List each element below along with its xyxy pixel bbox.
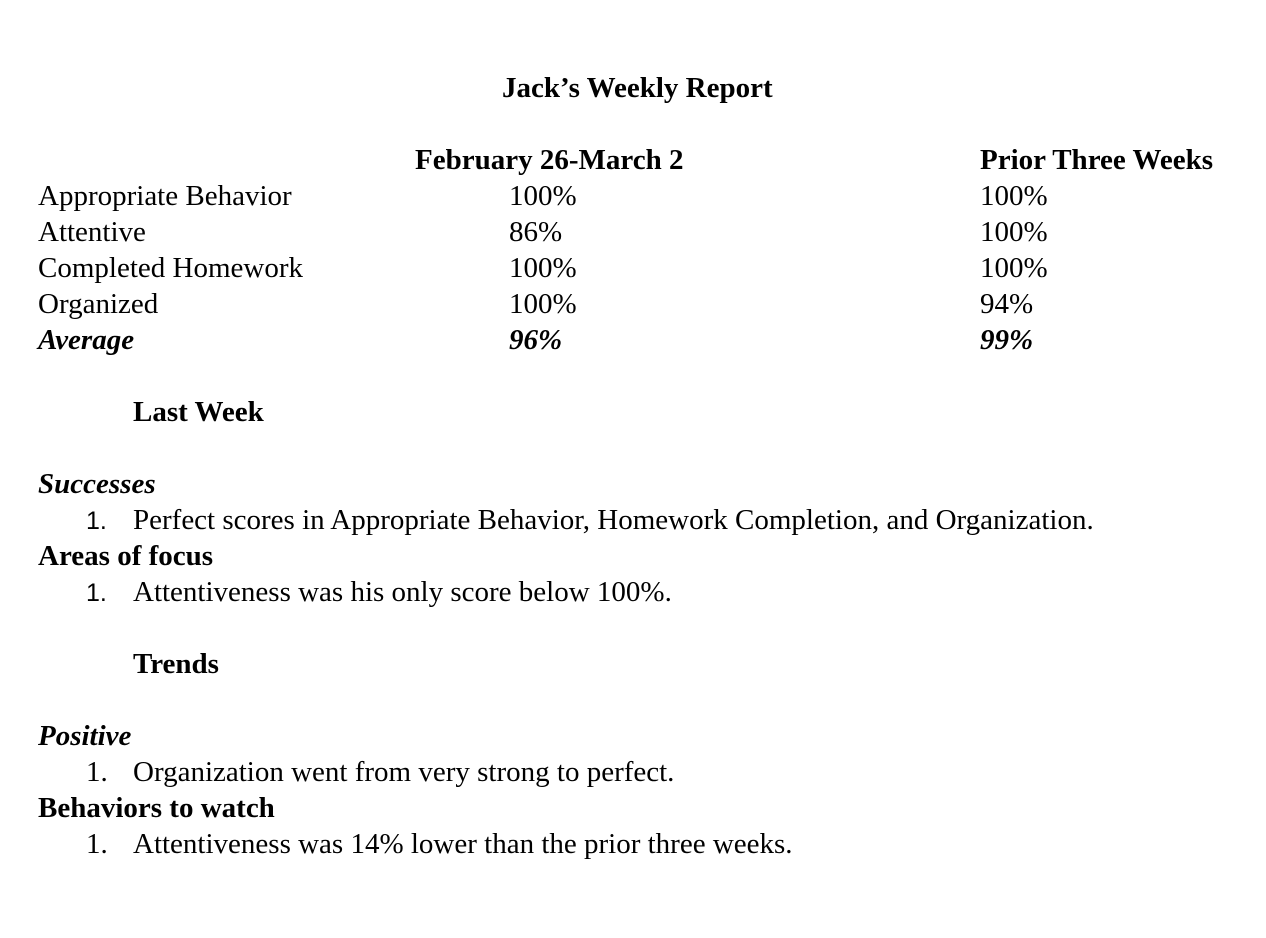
list-item-text: Attentiveness was his only score below 1… [133, 576, 672, 608]
metric-label: Completed Homework [38, 252, 303, 284]
metric-prior-value: 94% [980, 288, 1034, 320]
trends-heading: Trends [133, 648, 219, 680]
metric-current-value: 86% [509, 216, 563, 248]
metric-current-value: 100% [509, 252, 577, 284]
list-item-text: Attentiveness was 14% lower than the pri… [133, 828, 793, 860]
metric-prior-value: 100% [980, 180, 1048, 212]
metric-prior-value: 100% [980, 252, 1048, 284]
list-item-number: 1. [86, 828, 108, 860]
list-item-text: Organization went from very strong to pe… [133, 756, 675, 788]
last-week-heading: Last Week [133, 396, 264, 428]
list-item-number: 1. [86, 756, 108, 788]
report-title: Jack’s Weekly Report [502, 72, 773, 104]
successes-label: Successes [38, 468, 156, 500]
average-label: Average [38, 324, 135, 356]
column-header-prior-weeks: Prior Three Weeks [980, 144, 1214, 176]
metric-label: Appropriate Behavior [38, 180, 292, 212]
column-header-current-week: February 26-March 2 [415, 144, 684, 176]
metric-current-value: 100% [509, 288, 577, 320]
metric-current-value: 100% [509, 180, 577, 212]
behaviors-to-watch-label: Behaviors to watch [38, 792, 275, 824]
positive-label: Positive [38, 720, 132, 752]
metric-label: Attentive [38, 216, 146, 248]
metric-label: Organized [38, 288, 159, 320]
list-item-number: 1. [86, 579, 107, 607]
list-item-text: Perfect scores in Appropriate Behavior, … [133, 504, 1094, 536]
areas-of-focus-label: Areas of focus [38, 540, 214, 572]
metric-prior-value: 100% [980, 216, 1048, 248]
average-current-value: 96% [509, 324, 563, 356]
average-prior-value: 99% [980, 324, 1034, 356]
list-item-number: 1. [86, 507, 107, 535]
